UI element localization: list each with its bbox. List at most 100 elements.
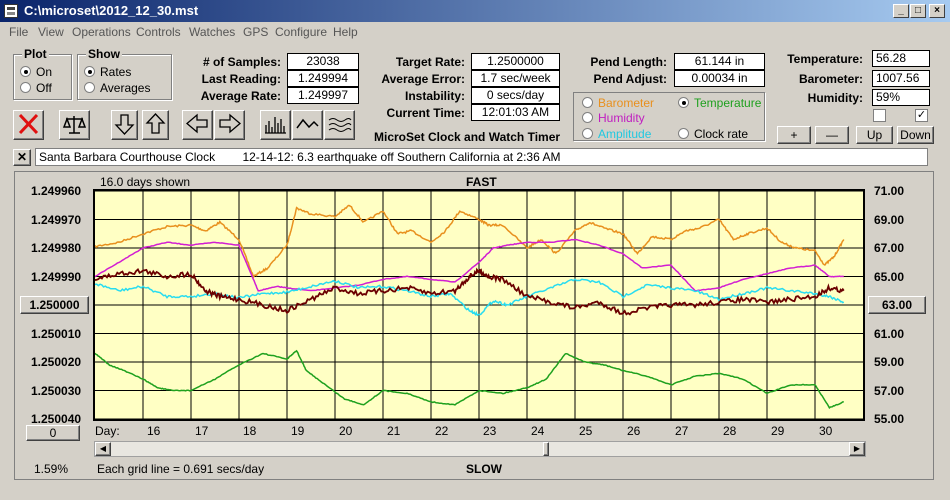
humidity-label: Humidity:: [807, 91, 863, 105]
aux-clock-rate-radio[interactable]: Clock rate: [678, 127, 748, 141]
aux-checkbox-2[interactable]: ✓: [915, 109, 928, 122]
right-tick-label: 59.00: [874, 355, 905, 369]
x-tick-label: 19: [291, 424, 305, 438]
slow-label: SLOW: [466, 462, 502, 476]
maximize-button[interactable]: □: [910, 4, 926, 18]
right-tick-label: 55.00: [874, 412, 905, 426]
menu-bar: File View Operations Controls Watches GP…: [0, 22, 950, 42]
title-bar: C:\microset\2012_12_30.mst _ □ ×: [0, 0, 950, 22]
aux-temperature-radio[interactable]: Temperature: [678, 96, 761, 110]
window-title: C:\microset\2012_12_30.mst: [24, 3, 199, 18]
right-center-value-button[interactable]: 63.00: [868, 296, 926, 314]
pend-adjust-label: Pend Adjust:: [593, 72, 667, 86]
aux-plus-button[interactable]: +: [777, 126, 811, 144]
x-tick-label: 23: [483, 424, 497, 438]
show-rates-label: Rates: [100, 65, 132, 79]
x-tick-label: 26: [627, 424, 641, 438]
pend-length-label: Pend Length:: [590, 55, 667, 69]
barometer-field: 1007.56: [872, 70, 930, 87]
note-text: 12-14-12: 6.3 earthquake off Southern Ca…: [242, 150, 561, 164]
right-tick-label: 71.00: [874, 184, 905, 198]
arrow-up-button[interactable]: [142, 110, 169, 140]
menu-help[interactable]: Help: [333, 25, 358, 39]
line-graph-icon: [296, 118, 319, 129]
menu-watches[interactable]: Watches: [189, 25, 236, 39]
red-x-icon: [18, 113, 39, 135]
left-tick-label: 1.249960: [31, 184, 82, 198]
chart-svg: [95, 191, 863, 419]
radio-dot: [84, 66, 95, 77]
menu-gps[interactable]: GPS: [243, 25, 269, 39]
barometer-label: Barometer:: [798, 72, 863, 86]
x-tick-label: 22: [435, 424, 449, 438]
arrow-right-button[interactable]: [214, 110, 245, 140]
aux-humidity-radio[interactable]: Humidity: [582, 111, 645, 125]
line-graph-button[interactable]: [292, 110, 323, 140]
left-tick-label: 1.249970: [31, 212, 82, 227]
x-tick-label: 20: [339, 424, 353, 438]
aux-amplitude-radio[interactable]: Amplitude: [582, 127, 651, 141]
aux-barometer-label: Barometer: [598, 96, 655, 110]
clock-name: Santa Barbara Courthouse Clock: [39, 150, 216, 164]
center-value-button[interactable]: 1.250000: [20, 296, 89, 314]
aux-barometer-radio[interactable]: Barometer: [582, 96, 654, 110]
left-tick-label: 1.250020: [31, 355, 82, 369]
aux-up-button[interactable]: Up: [856, 126, 893, 144]
show-group-label: Show: [86, 47, 122, 61]
menu-configure[interactable]: Configure: [275, 25, 328, 39]
pend-length-field: 61.144 in: [674, 53, 765, 70]
menu-file[interactable]: File: [9, 25, 29, 39]
show-rates-radio[interactable]: Rates: [84, 65, 131, 79]
left-tick-label: 1.250030: [31, 383, 82, 398]
temperature-field: 56.28: [872, 50, 930, 67]
average-error-field: 1.7 sec/week: [471, 70, 560, 87]
fast-label: FAST: [466, 175, 497, 189]
minimize-button[interactable]: _: [893, 4, 909, 18]
x-offset-button[interactable]: 0: [26, 425, 80, 441]
scroll-thumb[interactable]: [543, 442, 549, 456]
close-window-button[interactable]: ×: [929, 4, 945, 18]
scroll-left-button[interactable]: ◀: [95, 442, 111, 456]
arrow-left-button[interactable]: [182, 110, 213, 140]
humidity-field: 59%: [872, 89, 930, 106]
clear-note-button[interactable]: ✕: [13, 149, 31, 166]
average-rate-field: 1.249997: [287, 87, 359, 104]
arrow-down-icon: [114, 114, 135, 135]
plot-area[interactable]: [93, 189, 865, 421]
stop-button[interactable]: [13, 110, 44, 140]
arrow-left-icon: [185, 113, 208, 134]
x-tick-label: 18: [243, 424, 257, 438]
multi-trace-button[interactable]: [324, 110, 355, 140]
menu-operations[interactable]: Operations: [72, 25, 131, 39]
percent-readout: 1.59%: [34, 462, 69, 476]
show-averages-radio[interactable]: Averages: [84, 81, 150, 95]
aux-checkbox-1[interactable]: [873, 109, 886, 122]
plot-off-radio[interactable]: Off: [20, 81, 52, 95]
series-line-amplitude: [95, 278, 845, 317]
balance-button[interactable]: [59, 110, 90, 140]
average-error-label: Average Error:: [381, 72, 465, 86]
aux-minus-button[interactable]: —: [815, 126, 849, 144]
radio-dot: [84, 82, 95, 93]
aux-humidity-label: Humidity: [598, 111, 645, 125]
left-tick-label: 1.249980: [31, 241, 82, 255]
left-tick-label: 1.250010: [31, 326, 82, 341]
show-averages-label: Averages: [100, 81, 151, 95]
scroll-right-button[interactable]: ▶: [849, 442, 865, 456]
target-rate-field[interactable]: 1.2500000: [471, 53, 560, 70]
series-line-barometer: [95, 204, 845, 280]
app-icon: [4, 4, 18, 18]
x-tick-label: 24: [531, 424, 545, 438]
aux-down-button[interactable]: Down: [897, 126, 934, 144]
temperature-label: Temperature:: [787, 52, 863, 66]
menu-controls[interactable]: Controls: [136, 25, 181, 39]
menu-view[interactable]: View: [38, 25, 64, 39]
x-tick-label: 27: [675, 424, 689, 438]
multi-trace-icon: [328, 118, 352, 132]
horizontal-scrollbar[interactable]: ◀ ▶: [94, 441, 866, 457]
left-tick-label: 1.250040: [31, 412, 82, 426]
arrow-down-button[interactable]: [111, 110, 138, 140]
note-bar[interactable]: Santa Barbara Courthouse Clock 12-14-12:…: [35, 148, 928, 166]
plot-on-radio[interactable]: On: [20, 65, 52, 79]
histogram-button[interactable]: [260, 110, 291, 140]
